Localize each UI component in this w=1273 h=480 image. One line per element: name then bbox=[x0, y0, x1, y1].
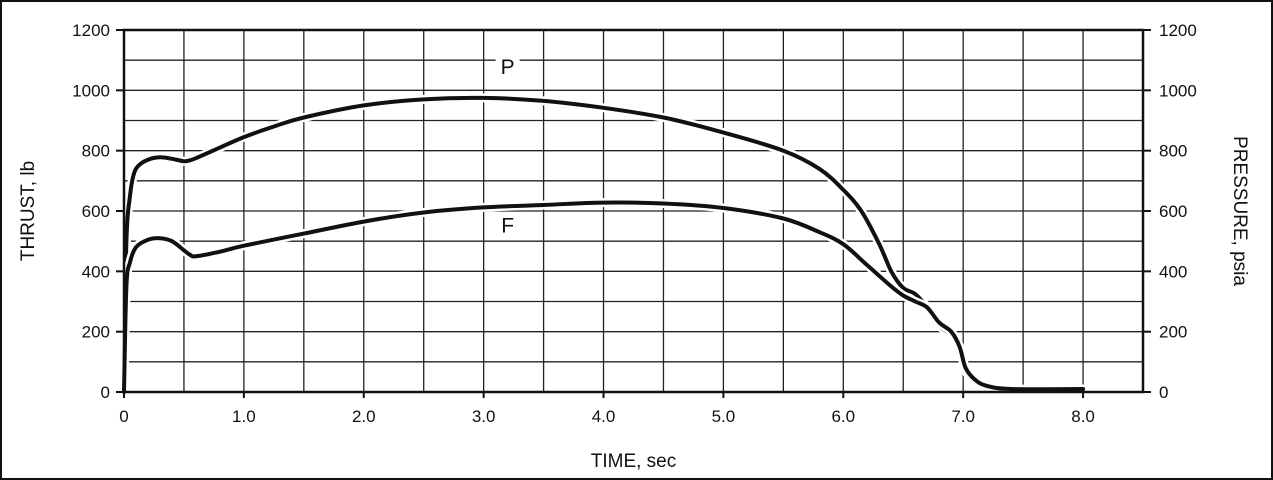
left-y-tick-label: 200 bbox=[82, 323, 110, 342]
x-tick-label: 5.0 bbox=[712, 407, 736, 426]
right-y-tick-label: 200 bbox=[1159, 323, 1187, 342]
x-tick-label: 1.0 bbox=[232, 407, 256, 426]
x-tick-label: 7.0 bbox=[951, 407, 975, 426]
x-tick-label: 0 bbox=[119, 407, 128, 426]
series-f-label: F bbox=[501, 215, 514, 238]
right-y-tick-label: 400 bbox=[1159, 262, 1187, 281]
left-y-tick-label: 400 bbox=[82, 262, 110, 281]
left-y-tick-label: 1000 bbox=[72, 81, 110, 100]
series-p-label-bg bbox=[495, 54, 520, 79]
grid bbox=[124, 30, 1143, 392]
left-y-axis-title: THRUST, lb bbox=[18, 161, 39, 261]
right-y-tick-label: 1000 bbox=[1159, 81, 1197, 100]
series-p-label: P bbox=[501, 56, 515, 79]
right-y-tick-label: 1200 bbox=[1159, 21, 1197, 40]
right-y-tick-label: 600 bbox=[1159, 202, 1187, 221]
x-tick-label: 4.0 bbox=[592, 407, 616, 426]
right-y-tick-label: 800 bbox=[1159, 142, 1187, 161]
labels: 0 200 400 600 800 1000 1200 0 200 400 600 800 1000 12… bbox=[72, 21, 1197, 426]
axes bbox=[116, 28, 1151, 398]
x-axis-title: TIME, sec bbox=[591, 451, 677, 472]
right-y-tick-label: 0 bbox=[1159, 383, 1168, 402]
x-tick-label: 8.0 bbox=[1071, 407, 1095, 426]
left-y-tick-label: 0 bbox=[101, 383, 110, 402]
right-y-axis-title: PRESSURE, psia bbox=[1229, 136, 1250, 286]
left-y-tick-label: 1200 bbox=[72, 21, 110, 40]
left-y-tick-label: 600 bbox=[82, 202, 110, 221]
x-tick-label: 2.0 bbox=[352, 407, 376, 426]
series-f-label-bg bbox=[495, 212, 520, 237]
series-f-line bbox=[122, 200, 1086, 394]
series bbox=[119, 93, 1088, 397]
left-y-tick-label: 800 bbox=[82, 142, 110, 161]
x-tick-label: 6.0 bbox=[831, 407, 855, 426]
x-tick-label: 3.0 bbox=[472, 407, 496, 426]
